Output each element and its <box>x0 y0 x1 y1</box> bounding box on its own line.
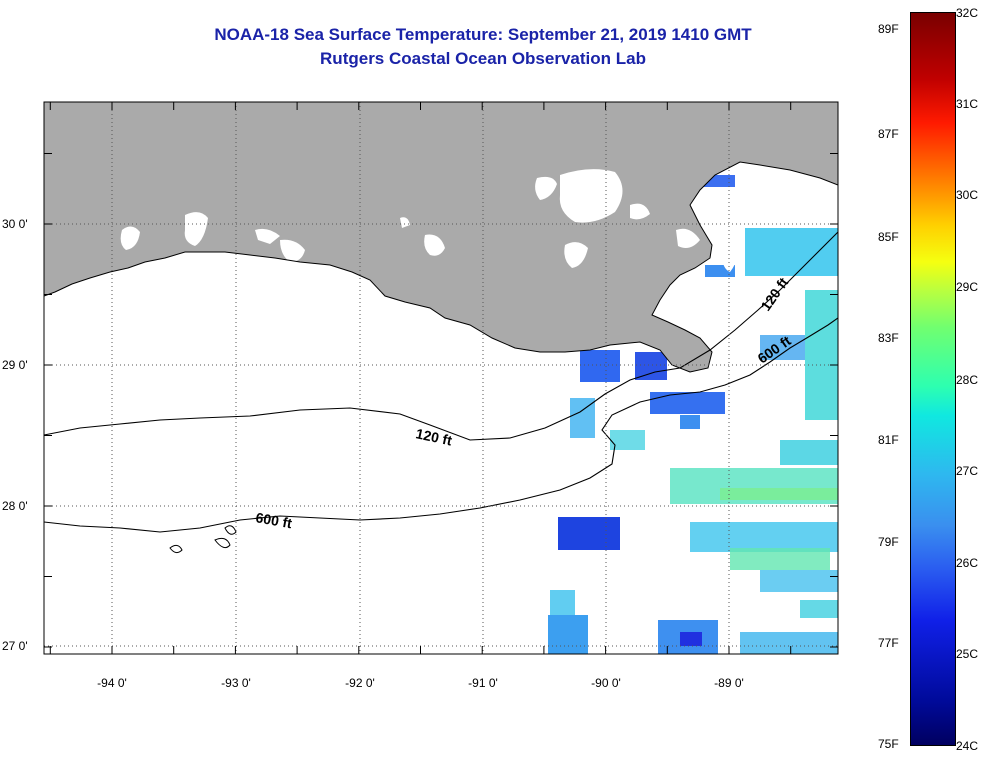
lat-label: 29 0' <box>2 358 28 372</box>
colorbar-f-label: 81F <box>878 433 899 447</box>
cloud-patches <box>120 169 742 272</box>
contour-label: 600 ft <box>254 509 293 531</box>
lon-label: -91 0' <box>468 676 498 690</box>
lat-label: 30 0' <box>2 217 28 231</box>
lat-label: 27 0' <box>2 639 28 653</box>
lon-label: -89 0' <box>714 676 744 690</box>
colorbar-f-label: 79F <box>878 535 899 549</box>
temperature-colorbar <box>910 12 956 746</box>
lon-label: -94 0' <box>97 676 127 690</box>
axis-ticks <box>44 102 838 654</box>
lon-label: -93 0' <box>221 676 251 690</box>
contour-600ft-line <box>44 317 838 533</box>
colorbar-f-label: 75F <box>878 737 899 751</box>
contour-label: 120 ft <box>414 425 453 448</box>
map-title: NOAA-18 Sea Surface Temperature: Septemb… <box>214 25 752 44</box>
land-mass <box>44 102 838 372</box>
colorbar-c-label: 24C <box>956 739 979 753</box>
map-subtitle: Rutgers Coastal Ocean Observation Lab <box>320 49 646 68</box>
colorbar-c-label: 30C <box>956 188 979 202</box>
coastline <box>44 161 838 373</box>
lat-label: 28 0' <box>2 499 28 513</box>
colorbar-c-label: 28C <box>956 373 979 387</box>
graticule <box>44 102 838 654</box>
lon-label: -92 0' <box>345 676 375 690</box>
map-frame <box>43 101 839 655</box>
colorbar-f-label: 77F <box>878 636 899 650</box>
colorbar-c-label: 31C <box>956 97 979 111</box>
colorbar-c-label: 26C <box>956 556 979 570</box>
colorbar-c-label: 29C <box>956 280 979 294</box>
sst-map: 120 ft 120 ft 600 ft 600 ft <box>43 101 839 655</box>
lon-label: -90 0' <box>591 676 621 690</box>
colorbar-f-label: 89F <box>878 22 899 36</box>
contour-120ft-line <box>44 231 838 441</box>
colorbar-c-label: 27C <box>956 464 979 478</box>
colorbar-c-label: 25C <box>956 647 979 661</box>
sst-data-patches <box>548 175 838 654</box>
colorbar-f-label: 87F <box>878 127 899 141</box>
colorbar-c-label: 32C <box>956 6 979 20</box>
colorbar-f-label: 85F <box>878 230 899 244</box>
colorbar-f-label: 83F <box>878 331 899 345</box>
